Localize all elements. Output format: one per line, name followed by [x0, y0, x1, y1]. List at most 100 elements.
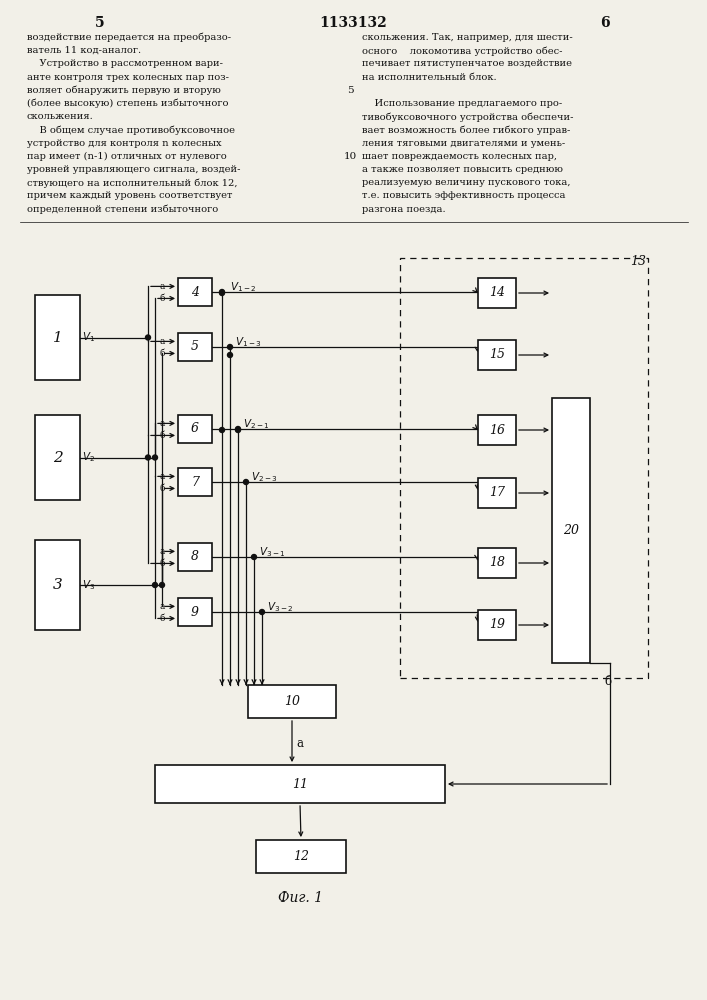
Circle shape — [259, 609, 264, 614]
Text: Фиг. 1: Фиг. 1 — [279, 891, 324, 905]
Text: 1133132: 1133132 — [319, 16, 387, 30]
Text: 5: 5 — [346, 86, 354, 95]
Text: 6: 6 — [600, 16, 610, 30]
Text: 7: 7 — [191, 476, 199, 488]
Text: 4: 4 — [191, 286, 199, 298]
Text: шает повреждаемость колесных пар,: шает повреждаемость колесных пар, — [362, 152, 557, 161]
Circle shape — [235, 428, 240, 432]
Text: т.е. повысить эффективность процесса: т.е. повысить эффективность процесса — [362, 191, 566, 200]
Text: разгона поезда.: разгона поезда. — [362, 205, 445, 214]
Circle shape — [153, 582, 158, 587]
Circle shape — [153, 455, 158, 460]
Text: ствующего на исполнительный блок 12,: ствующего на исполнительный блок 12, — [27, 178, 238, 188]
Text: реализуемую величину пускового тока,: реализуемую величину пускового тока, — [362, 178, 571, 187]
Text: анте контроля трех колесных пар поз-: анте контроля трех колесных пар поз- — [27, 73, 229, 82]
Text: а: а — [160, 602, 165, 611]
Bar — [178, 415, 212, 443]
Text: 16: 16 — [489, 424, 505, 436]
Bar — [248, 685, 336, 718]
Text: устройство для контроля n колесных: устройство для контроля n колесных — [27, 139, 221, 148]
Bar — [35, 295, 80, 380]
Bar — [256, 840, 346, 873]
Text: 19: 19 — [489, 618, 505, 632]
Text: осного    локомотива устройство обес-: осного локомотива устройство обес- — [362, 46, 563, 56]
Text: 18: 18 — [489, 556, 505, 570]
Text: б: б — [160, 431, 165, 440]
Text: $V_{2-1}$: $V_{2-1}$ — [243, 417, 269, 431]
Text: $V_3$: $V_3$ — [82, 578, 95, 592]
Bar — [178, 468, 212, 496]
Circle shape — [228, 353, 233, 358]
Text: печивает пятиступенчатое воздействие: печивает пятиступенчатое воздействие — [362, 59, 572, 68]
Bar — [178, 278, 212, 306]
Text: 13: 13 — [630, 255, 646, 268]
Text: ления тяговыми двигателями и умень-: ления тяговыми двигателями и умень- — [362, 139, 566, 148]
Circle shape — [235, 426, 240, 432]
Text: а: а — [160, 282, 165, 291]
Text: В общем случае противобуксовочное: В общем случае противобуксовочное — [27, 125, 235, 135]
Text: б: б — [160, 294, 165, 303]
Text: $V_2$: $V_2$ — [82, 451, 95, 464]
Text: воздействие передается на преобразо-: воздействие передается на преобразо- — [27, 33, 231, 42]
Text: 10: 10 — [344, 152, 356, 161]
Text: а также позволяет повысить среднюю: а также позволяет повысить среднюю — [362, 165, 563, 174]
Bar — [478, 548, 516, 578]
Text: на исполнительный блок.: на исполнительный блок. — [362, 73, 496, 82]
Circle shape — [146, 455, 151, 460]
Text: 20: 20 — [563, 524, 579, 537]
Text: (более высокую) степень избыточного: (более высокую) степень избыточного — [27, 99, 228, 108]
Text: $V_{3-1}$: $V_{3-1}$ — [259, 545, 286, 559]
Bar — [35, 540, 80, 630]
Text: 5: 5 — [95, 16, 105, 30]
Bar — [478, 610, 516, 640]
Text: пар имеет (n-1) отличных от нулевого: пар имеет (n-1) отличных от нулевого — [27, 152, 227, 161]
Text: 8: 8 — [191, 550, 199, 564]
Text: определенной степени избыточного: определенной степени избыточного — [27, 205, 218, 214]
Text: скольжения.: скольжения. — [27, 112, 94, 121]
Circle shape — [146, 335, 151, 340]
Text: $V_1$: $V_1$ — [82, 331, 95, 344]
Text: воляет обнаружить первую и вторую: воляет обнаружить первую и вторую — [27, 86, 221, 95]
Text: 10: 10 — [284, 695, 300, 708]
Text: 3: 3 — [52, 578, 62, 592]
Circle shape — [219, 290, 225, 296]
Text: $V_{1-2}$: $V_{1-2}$ — [230, 280, 257, 294]
Text: уровней управляющего сигнала, воздей-: уровней управляющего сигнала, воздей- — [27, 165, 240, 174]
Text: скольжения. Так, например, для шести-: скольжения. Так, например, для шести- — [362, 33, 573, 42]
Text: а: а — [160, 472, 165, 481]
Text: 17: 17 — [489, 487, 505, 499]
Bar — [478, 415, 516, 445]
Bar — [478, 478, 516, 508]
Text: б: б — [604, 675, 612, 688]
Circle shape — [243, 480, 248, 485]
Bar — [400, 258, 648, 678]
Bar — [178, 543, 212, 571]
Text: Устройство в рассмотренном вари-: Устройство в рассмотренном вари- — [27, 59, 223, 68]
Text: вает возможность более гибкого управ-: вает возможность более гибкого управ- — [362, 125, 571, 135]
Bar — [552, 398, 590, 663]
Text: б: б — [160, 559, 165, 568]
Text: $V_{2-3}$: $V_{2-3}$ — [251, 470, 278, 484]
Text: 9: 9 — [191, 605, 199, 618]
Bar — [178, 333, 212, 361]
Text: 11: 11 — [292, 778, 308, 790]
Circle shape — [219, 290, 225, 294]
Text: 15: 15 — [489, 349, 505, 361]
Text: б: б — [160, 484, 165, 493]
Text: 6: 6 — [191, 422, 199, 436]
Text: б: б — [160, 349, 165, 358]
Text: 14: 14 — [489, 286, 505, 300]
Text: ватель 11 код-аналог.: ватель 11 код-аналог. — [27, 46, 141, 55]
Text: а: а — [296, 737, 303, 750]
Text: Использование предлагаемого про-: Использование предлагаемого про- — [362, 99, 562, 108]
Text: тивобуксовочного устройства обеспечи-: тивобуксовочного устройства обеспечи- — [362, 112, 573, 122]
Text: 2: 2 — [52, 450, 62, 464]
Text: а: а — [160, 419, 165, 428]
Text: 5: 5 — [191, 340, 199, 354]
Text: причем каждый уровень соответствует: причем каждый уровень соответствует — [27, 191, 233, 200]
Circle shape — [228, 344, 233, 350]
Circle shape — [252, 554, 257, 560]
Circle shape — [160, 582, 165, 587]
Bar — [178, 598, 212, 626]
Bar — [478, 278, 516, 308]
